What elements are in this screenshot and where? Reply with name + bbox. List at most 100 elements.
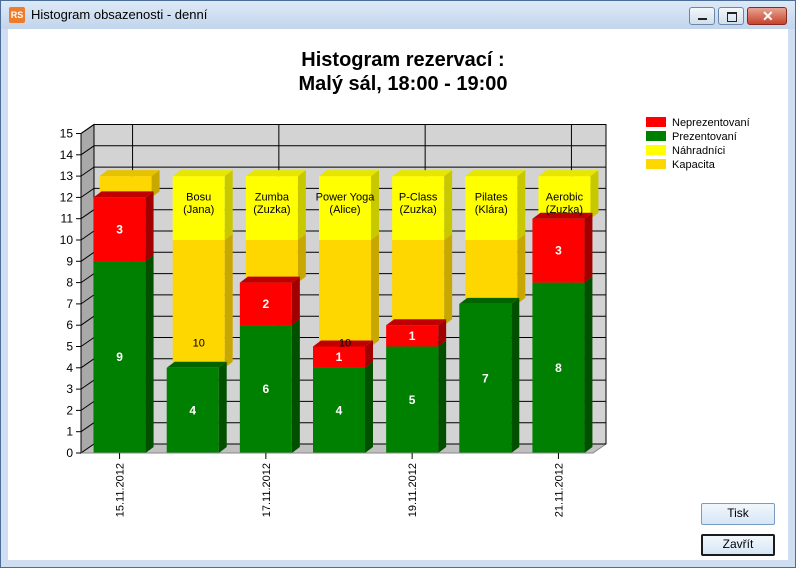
- y-tick-label: 7: [66, 297, 73, 311]
- bar-capacity-side: [371, 234, 379, 347]
- bar-neprezentovani: [239, 282, 292, 326]
- bar-neprezentovani-side: [145, 191, 154, 262]
- bar-capacity: [172, 240, 225, 368]
- bar-neprezentovani: [532, 218, 585, 283]
- y-tick-label: 6: [66, 318, 73, 332]
- gridline-diag: [80, 379, 95, 390]
- data-label-kapacita: 10: [339, 338, 351, 350]
- data-label-prezentovani: 7: [482, 371, 489, 385]
- close-window-button[interactable]: ✕: [747, 7, 787, 25]
- bar-neprezentovani-side: [291, 276, 300, 326]
- bar-nahradnici-side: [371, 170, 379, 240]
- bar-prezentovani: [386, 346, 439, 453]
- close-icon: ✕: [762, 8, 774, 24]
- y-tick-label: 9: [66, 254, 73, 268]
- bar-nahradnici-top: [172, 170, 233, 177]
- gridline-diag: [80, 230, 95, 241]
- bar-capacity-top: [99, 170, 160, 177]
- bar-prezentovani-side: [291, 319, 300, 453]
- bar-capacity: [245, 240, 298, 283]
- minimize-button[interactable]: [689, 7, 715, 25]
- data-label-neprezentovani: 3: [116, 222, 123, 236]
- x-tick-label: 21.11.2012: [553, 463, 565, 517]
- y-tick-label: 15: [60, 127, 74, 141]
- bar-prezentovani-side: [438, 340, 447, 453]
- y-tick-label: 10: [60, 233, 74, 247]
- bar-prezentovani: [459, 303, 512, 453]
- app-logo-icon: RS: [9, 7, 25, 23]
- bar-nahradnici-side: [224, 170, 233, 240]
- x-tick-label: 19.11.2012: [407, 463, 419, 517]
- bar-capacity-side: [444, 234, 453, 326]
- bar-nahradnici: [392, 176, 445, 240]
- bar-class-trainer: (Zuzka): [546, 204, 583, 216]
- gridline-diag: [80, 145, 95, 156]
- histogram-chart: Histogram rezervací : Malý sál, 18:00 - …: [60, 49, 750, 517]
- bar-nahradnici-top: [538, 170, 599, 177]
- data-label-neprezentovani: 1: [336, 350, 343, 364]
- legend-label: Prezentovaní: [672, 131, 737, 143]
- data-label-prezentovani: 6: [263, 382, 270, 396]
- bar-nahradnici-top: [245, 170, 306, 177]
- gridline-diag: [80, 251, 95, 262]
- bar-prezentovani-top: [166, 361, 227, 368]
- bar-prezentovani: [93, 261, 146, 453]
- legend-label: Neprezentovaní: [672, 117, 750, 129]
- bar-class-trainer: (Klára): [475, 204, 508, 216]
- bar-capacity: [465, 240, 518, 304]
- window-title: Histogram obsazenosti - denní: [31, 7, 208, 22]
- gridline-diag: [80, 273, 95, 284]
- bar-class-name: Pilates: [475, 191, 509, 203]
- gridline-diag: [80, 315, 95, 326]
- y-tick-label: 11: [61, 212, 74, 226]
- chart-title: Histogram rezervací :: [301, 49, 504, 71]
- bar-prezentovani-side: [511, 297, 520, 453]
- bar-prezentovani-side: [584, 276, 593, 453]
- bar-capacity-side: [224, 234, 233, 368]
- y-tick-label: 12: [60, 190, 74, 204]
- bar-class-trainer: (Zuzka): [400, 204, 437, 216]
- bar-neprezentovani-top: [313, 340, 373, 347]
- bar-prezentovani: [532, 282, 585, 453]
- bar-class-trainer: (Jana): [183, 204, 214, 216]
- bar-prezentovani: [166, 367, 219, 453]
- print-button[interactable]: Tisk: [701, 503, 775, 525]
- gridline-diag: [80, 400, 95, 411]
- gridline-diag: [80, 209, 95, 220]
- y-tick-label: 13: [60, 169, 74, 183]
- data-label-prezentovani: 5: [409, 393, 416, 407]
- bar-nahradnici-top: [465, 170, 526, 177]
- bar-nahradnici-side: [590, 170, 599, 219]
- bar-capacity-side: [517, 234, 526, 304]
- y-tick-label: 0: [66, 446, 73, 460]
- y-tick-label: 4: [66, 361, 73, 375]
- bar-neprezentovani: [93, 197, 146, 262]
- x-tick-label: 17.11.2012: [261, 463, 273, 517]
- data-label-prezentovani: 4: [336, 403, 343, 417]
- maximize-button[interactable]: [718, 7, 744, 25]
- chart-subtitle: Malý sál, 18:00 - 19:00: [298, 73, 507, 95]
- bar-prezentovani: [239, 325, 292, 453]
- data-label-prezentovani: 8: [555, 361, 562, 375]
- gridline-diag: [80, 187, 95, 198]
- legend-swatch: [646, 117, 666, 127]
- title-bar[interactable]: RS Histogram obsazenosti - denní ✕: [1, 1, 795, 29]
- bar-neprezentovani-top: [93, 191, 154, 198]
- minimize-icon: [698, 18, 707, 20]
- y-tick-label: 3: [66, 382, 73, 396]
- gridline-diag: [80, 124, 95, 134]
- close-button[interactable]: Zavřít: [701, 534, 775, 556]
- gridline-diag: [80, 443, 95, 454]
- y-tick-label: 1: [66, 425, 73, 439]
- bar-class-name: Power Yoga: [316, 191, 376, 203]
- legend-label: Náhradníci: [672, 145, 725, 157]
- legend-label: Kapacita: [672, 159, 716, 171]
- legend-swatch: [646, 131, 666, 141]
- bar-nahradnici: [465, 176, 518, 240]
- bar-nahradnici-side: [297, 170, 306, 240]
- bar-nahradnici: [538, 176, 591, 219]
- legend-swatch: [646, 145, 666, 155]
- bar-class-name: Aerobic: [546, 191, 584, 203]
- gridline-diag: [80, 166, 95, 177]
- y-tick-label: 14: [60, 148, 74, 162]
